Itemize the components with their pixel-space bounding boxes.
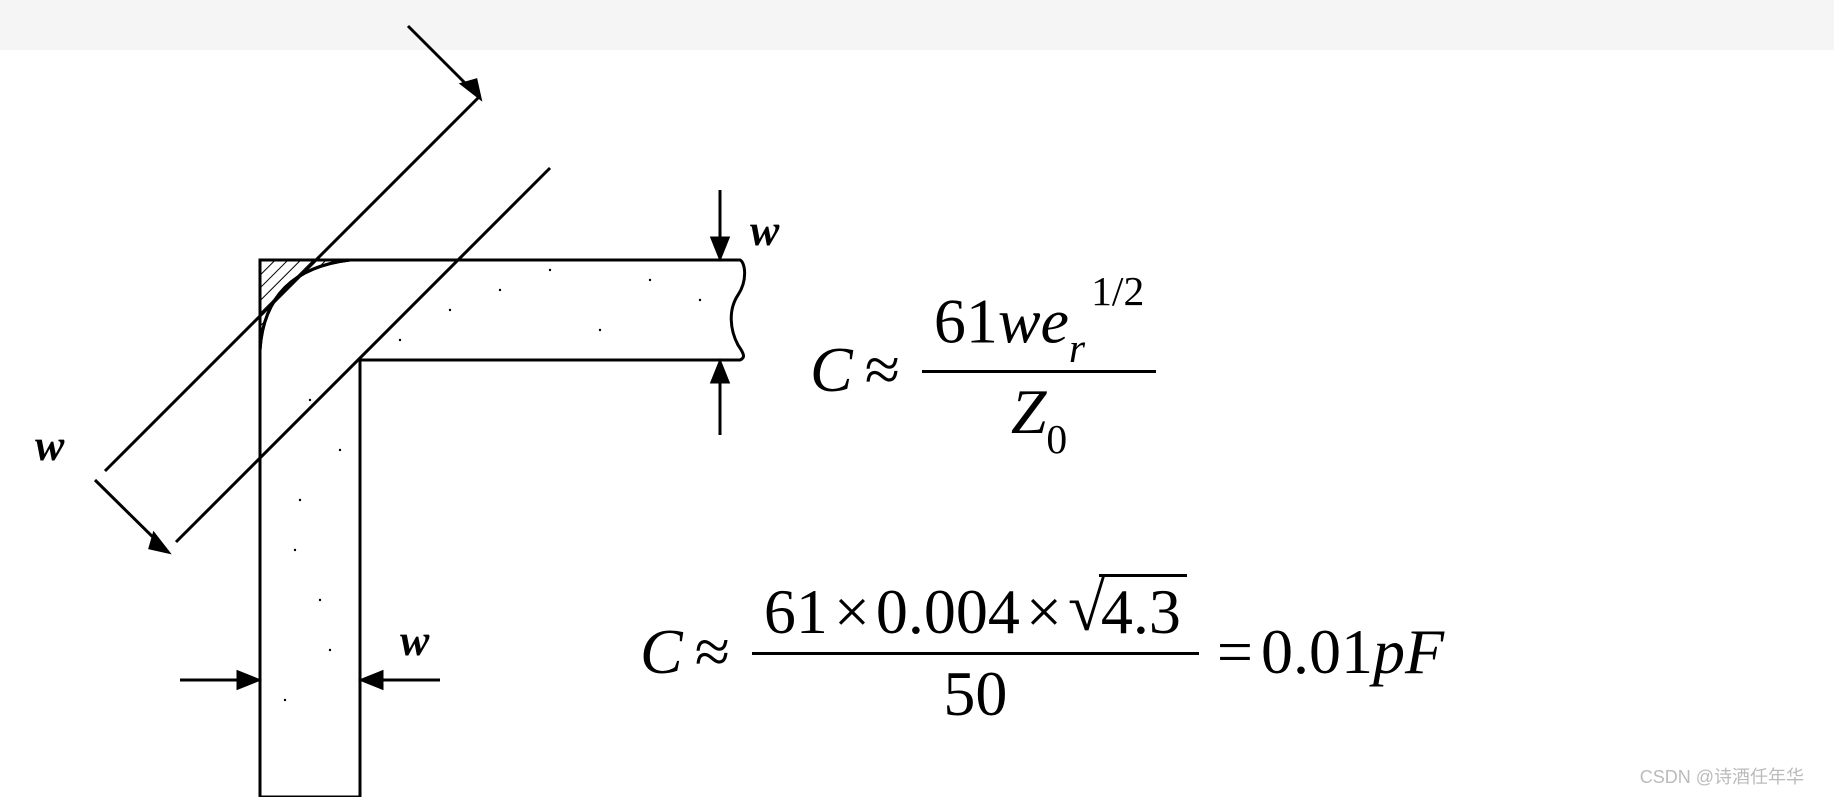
formula-capacitance-symbolic: C ≈ 61wer1/2 Z0 — [810, 280, 1166, 460]
f1-num-w: w — [998, 285, 1041, 356]
watermark: CSDN @诗酒任年华 — [1640, 763, 1804, 789]
f1-fraction: 61wer1/2 Z0 — [922, 280, 1156, 460]
f2-fraction: 61×0.004×√4.3 50 — [752, 570, 1199, 733]
f2-num-b: 0.004 — [876, 576, 1020, 647]
f1-num-e: e — [1041, 285, 1069, 356]
sqrt-icon: √ — [1068, 571, 1105, 645]
label-w-left: w — [35, 420, 64, 471]
f2-unit-F: F — [1405, 615, 1444, 689]
f2-num-a: 61 — [764, 576, 828, 647]
label-w-bottom: w — [400, 615, 429, 666]
f1-denominator: Z0 — [999, 373, 1079, 461]
f2-approx: ≈ — [695, 615, 730, 689]
formula-capacitance-numeric: C ≈ 61×0.004×√4.3 50 = 0.01pF — [640, 570, 1444, 733]
f2-equals: = — [1217, 615, 1253, 689]
f2-times-2: × — [1026, 576, 1062, 647]
f1-num-sup: 1/2 — [1091, 268, 1144, 314]
f2-result-val: 0.01 — [1261, 615, 1373, 689]
f2-denominator: 50 — [931, 655, 1019, 733]
f2-sqrt-arg: 4.3 — [1099, 574, 1187, 648]
formula-area: C ≈ 61wer1/2 Z0 C ≈ 61×0.004×√4.3 50 = 0… — [600, 0, 1834, 797]
f1-den-Z: Z — [1011, 376, 1047, 447]
f1-lhs: C — [810, 333, 853, 407]
f1-num-61: 61 — [934, 285, 998, 356]
f1-den-sub: 0 — [1046, 416, 1067, 462]
f2-times-1: × — [834, 576, 870, 647]
f1-num-sub-r: r — [1069, 325, 1085, 371]
f2-sqrt: √4.3 — [1068, 574, 1187, 648]
f2-lhs: C — [640, 615, 683, 689]
f1-numerator: 61wer1/2 — [922, 280, 1156, 370]
f2-unit-p: p — [1373, 615, 1405, 689]
f1-approx: ≈ — [865, 333, 900, 407]
f2-numerator: 61×0.004×√4.3 — [752, 570, 1199, 652]
